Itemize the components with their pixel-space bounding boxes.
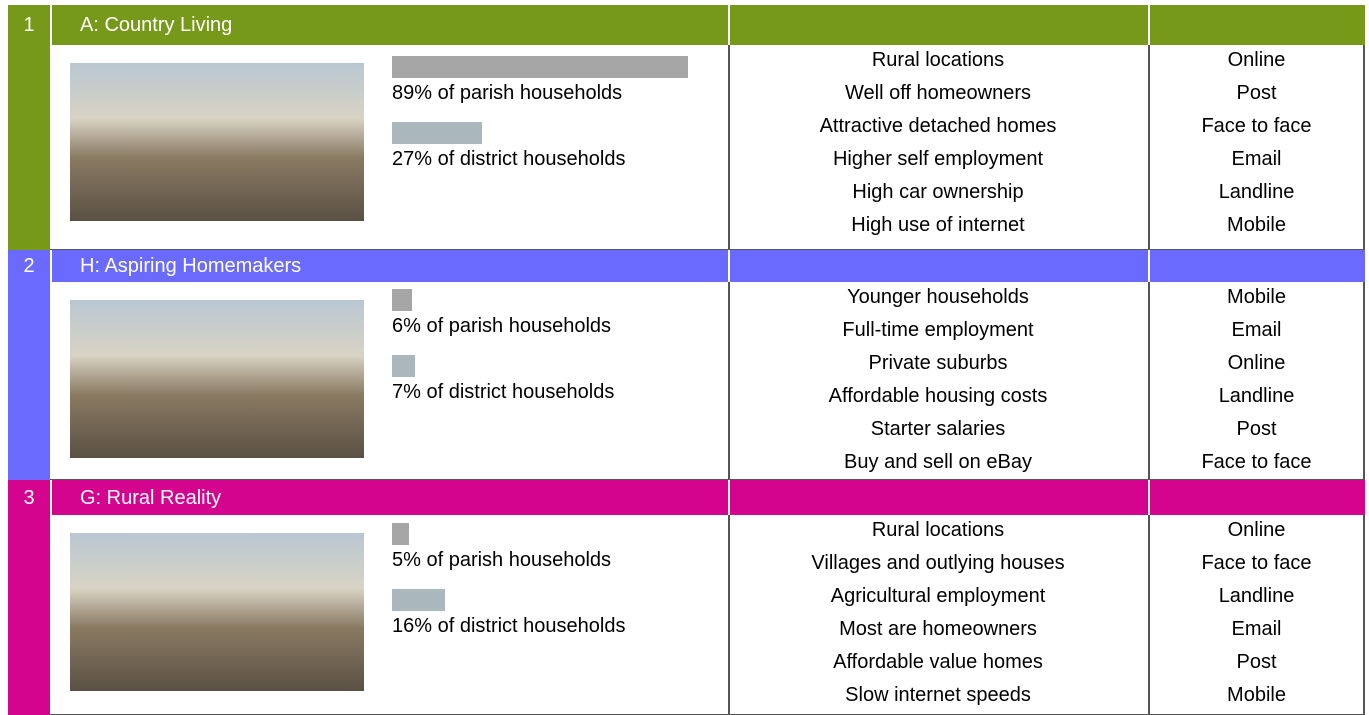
group-number: 2 (23, 255, 35, 277)
channel: Post (1236, 651, 1277, 673)
header-divider (728, 480, 730, 515)
group-header (50, 5, 1365, 45)
feature: Younger households (847, 286, 1029, 308)
photo (70, 533, 364, 691)
header-divider (728, 5, 730, 45)
bar (392, 289, 412, 311)
group-number: 1 (23, 14, 35, 36)
district-share: 16% of district households (392, 615, 626, 637)
column-divider (728, 45, 730, 250)
column-divider (728, 282, 730, 480)
row-border (50, 479, 1365, 480)
channel: Landline (1218, 181, 1295, 203)
channel: Email (1231, 148, 1282, 170)
district-share: 7% of district households (392, 381, 615, 403)
group-header (50, 480, 1365, 515)
header-divider (728, 250, 730, 282)
channel: Online (1227, 49, 1286, 71)
feature: Affordable housing costs (828, 385, 1048, 407)
feature: High use of internet (851, 214, 1025, 236)
channel: Mobile (1227, 684, 1286, 706)
header-divider (1148, 5, 1150, 45)
channel: Online (1227, 519, 1286, 541)
channel: Face to face (1201, 552, 1312, 574)
channel: Landline (1218, 585, 1295, 607)
bar (392, 523, 409, 545)
channel: Email (1231, 319, 1282, 341)
feature: Slow internet speeds (845, 684, 1031, 706)
feature: High car ownership (852, 181, 1024, 203)
column-divider (1363, 282, 1365, 480)
channel: Face to face (1201, 115, 1312, 137)
feature: Attractive detached homes (819, 115, 1057, 137)
feature: Agricultural employment (830, 585, 1046, 607)
group-number: 3 (23, 486, 35, 509)
bar (392, 355, 416, 377)
group-number-bar (8, 250, 50, 480)
photo (70, 63, 364, 221)
channel: Email (1231, 618, 1282, 640)
channel: Mobile (1227, 286, 1286, 308)
column-divider (728, 515, 730, 715)
bar (392, 121, 482, 144)
feature: Private suburbs (868, 352, 1008, 374)
bar (392, 589, 446, 611)
column-divider (1148, 282, 1150, 480)
feature: Affordable value homes (833, 651, 1043, 673)
parish-share: 6% of parish households (392, 315, 612, 337)
header-divider (1148, 250, 1150, 282)
channel: Post (1236, 82, 1277, 104)
column-divider (1148, 45, 1150, 250)
feature: Buy and sell on eBay (844, 451, 1032, 473)
channel: Post (1236, 418, 1277, 440)
feature: Higher self employment (832, 148, 1044, 170)
row-border (50, 249, 1365, 250)
group-title: A: Country Living (80, 14, 233, 36)
group-title: H: Aspiring Homemakers (80, 255, 302, 277)
column-divider (1363, 515, 1365, 715)
parish-share: 89% of parish households (392, 81, 623, 104)
header-divider (1148, 480, 1150, 515)
parish-share: 5% of parish households (392, 549, 612, 571)
channel: Landline (1218, 385, 1295, 407)
feature: Full-time employment (842, 319, 1034, 341)
feature: Starter salaries (870, 418, 1006, 440)
feature: Well off homeowners (844, 82, 1031, 104)
district-share: 27% of district households (392, 147, 626, 170)
group-number-bar (8, 480, 50, 715)
feature: Rural locations (871, 49, 1005, 71)
group-title: G: Rural Reality (80, 486, 222, 509)
channel: Mobile (1227, 214, 1286, 236)
feature: Villages and outlying houses (811, 552, 1065, 574)
column-divider (1363, 45, 1365, 250)
column-divider (1148, 515, 1150, 715)
group-header (50, 250, 1365, 282)
channel: Online (1227, 352, 1286, 374)
photo (70, 300, 364, 458)
channel: Face to face (1201, 451, 1312, 473)
feature: Most are homeowners (839, 618, 1037, 640)
feature: Rural locations (871, 519, 1005, 541)
group-number-bar (8, 5, 50, 250)
bar (392, 55, 689, 78)
